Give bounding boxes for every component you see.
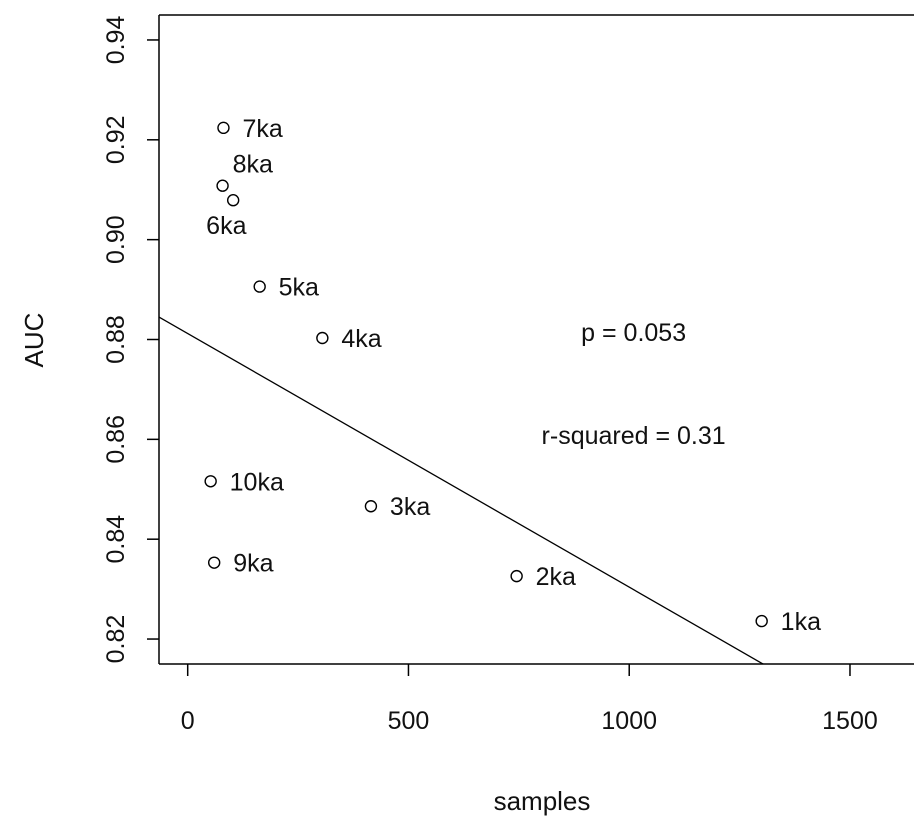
data-points: 1ka 2ka 3ka 4ka 5ka 6ka 7ka 8ka 9ka 10ka [204,115,821,636]
regression-line-group [158,316,764,665]
regression-line [158,316,764,665]
data-point [253,280,266,293]
data-point [216,179,229,192]
data-point [207,556,221,569]
x-axis: 0 500 1000 1500 [181,664,878,735]
point-label: 4ka [341,325,381,353]
x-tick-label: 1000 [601,707,657,735]
point-label: 6ka [206,212,246,240]
y-tick-label: 0.92 [102,115,130,164]
point-label: 7ka [242,115,282,143]
y-tick-label: 0.94 [102,16,130,65]
x-tick-label: 500 [388,707,430,735]
y-tick-label: 0.88 [102,315,130,364]
point-label: 2ka [536,563,576,591]
data-point [316,331,329,345]
y-tick-label: 0.90 [102,215,130,264]
annotation-text: r-squared = 0.31 [542,422,726,450]
point-label: 9ka [233,550,273,578]
data-point [364,500,378,513]
annotation-text: p = 0.053 [581,319,686,347]
y-tick-label: 0.82 [102,615,130,664]
point-label: 8ka [233,151,273,179]
data-point [204,475,217,488]
y-axis-label: AUC [19,313,49,368]
data-point [217,121,230,135]
x-tick-label: 0 [181,707,195,735]
point-label: 5ka [279,274,319,302]
point-label: 10ka [230,468,284,496]
point-label: 1ka [781,608,821,636]
y-tick-label: 0.86 [102,415,130,464]
x-axis-label: samples [494,786,591,816]
data-point [510,569,523,583]
data-point [226,194,240,207]
y-axis: 0.82 0.84 0.86 0.88 0.90 0.92 0.94 [102,16,159,664]
data-point [755,614,768,628]
x-tick-label: 1500 [822,707,878,735]
y-tick-label: 0.84 [102,515,130,564]
annotations: p = 0.053 r-squared = 0.31 [542,319,726,450]
point-label: 3ka [390,493,430,521]
